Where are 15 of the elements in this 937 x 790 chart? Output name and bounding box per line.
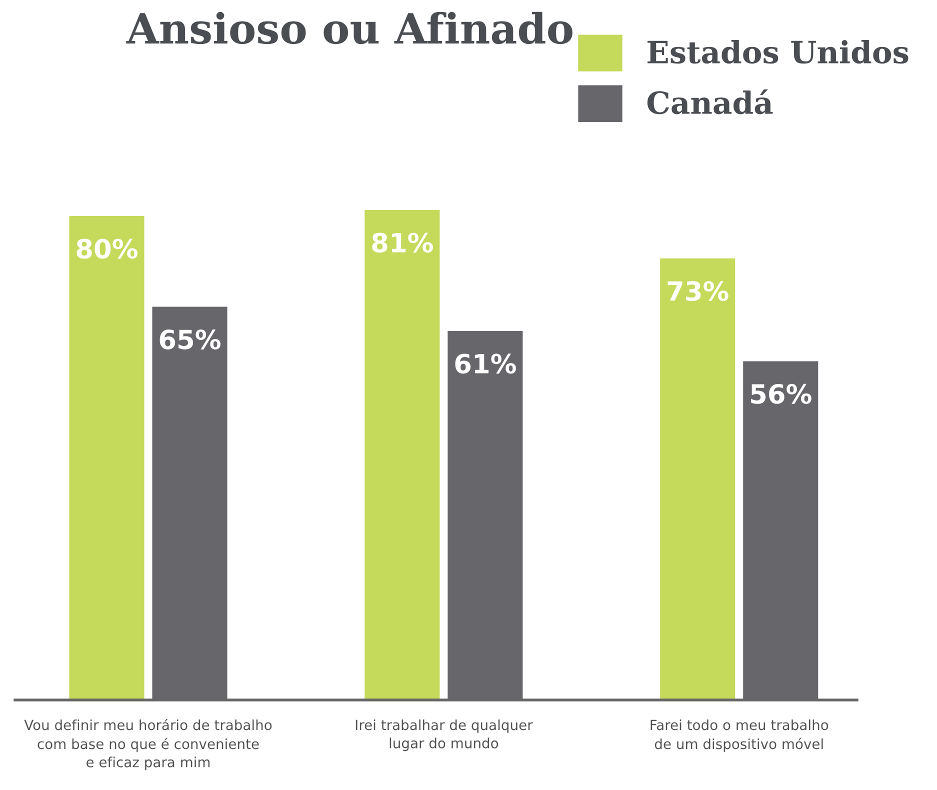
data-label: 73% bbox=[668, 281, 728, 302]
bar bbox=[364, 210, 440, 700]
x-tick-label: Farei todo o meu trabalho de um dispositivo móvel bbox=[650, 719, 828, 752]
data-label: 61% bbox=[455, 354, 516, 374]
data-label: 80% bbox=[76, 238, 138, 259]
legend-label: Estados Unidos bbox=[648, 40, 908, 64]
data-label: 56% bbox=[751, 384, 812, 404]
chart-title: Ansioso ou Afinado bbox=[126, 12, 572, 44]
legend-label: Canadá bbox=[647, 89, 773, 114]
bar bbox=[69, 216, 144, 700]
data-label: 81% bbox=[372, 232, 433, 253]
bar bbox=[660, 258, 736, 700]
data-label: 65% bbox=[160, 329, 220, 350]
x-tick-label: Vou definir meu horário de trabalho com base no que é conveniente e eficaz para mim bbox=[24, 718, 272, 770]
x-tick-label: Irei trabalhar de qualquer lugar do mundo bbox=[356, 719, 533, 752]
